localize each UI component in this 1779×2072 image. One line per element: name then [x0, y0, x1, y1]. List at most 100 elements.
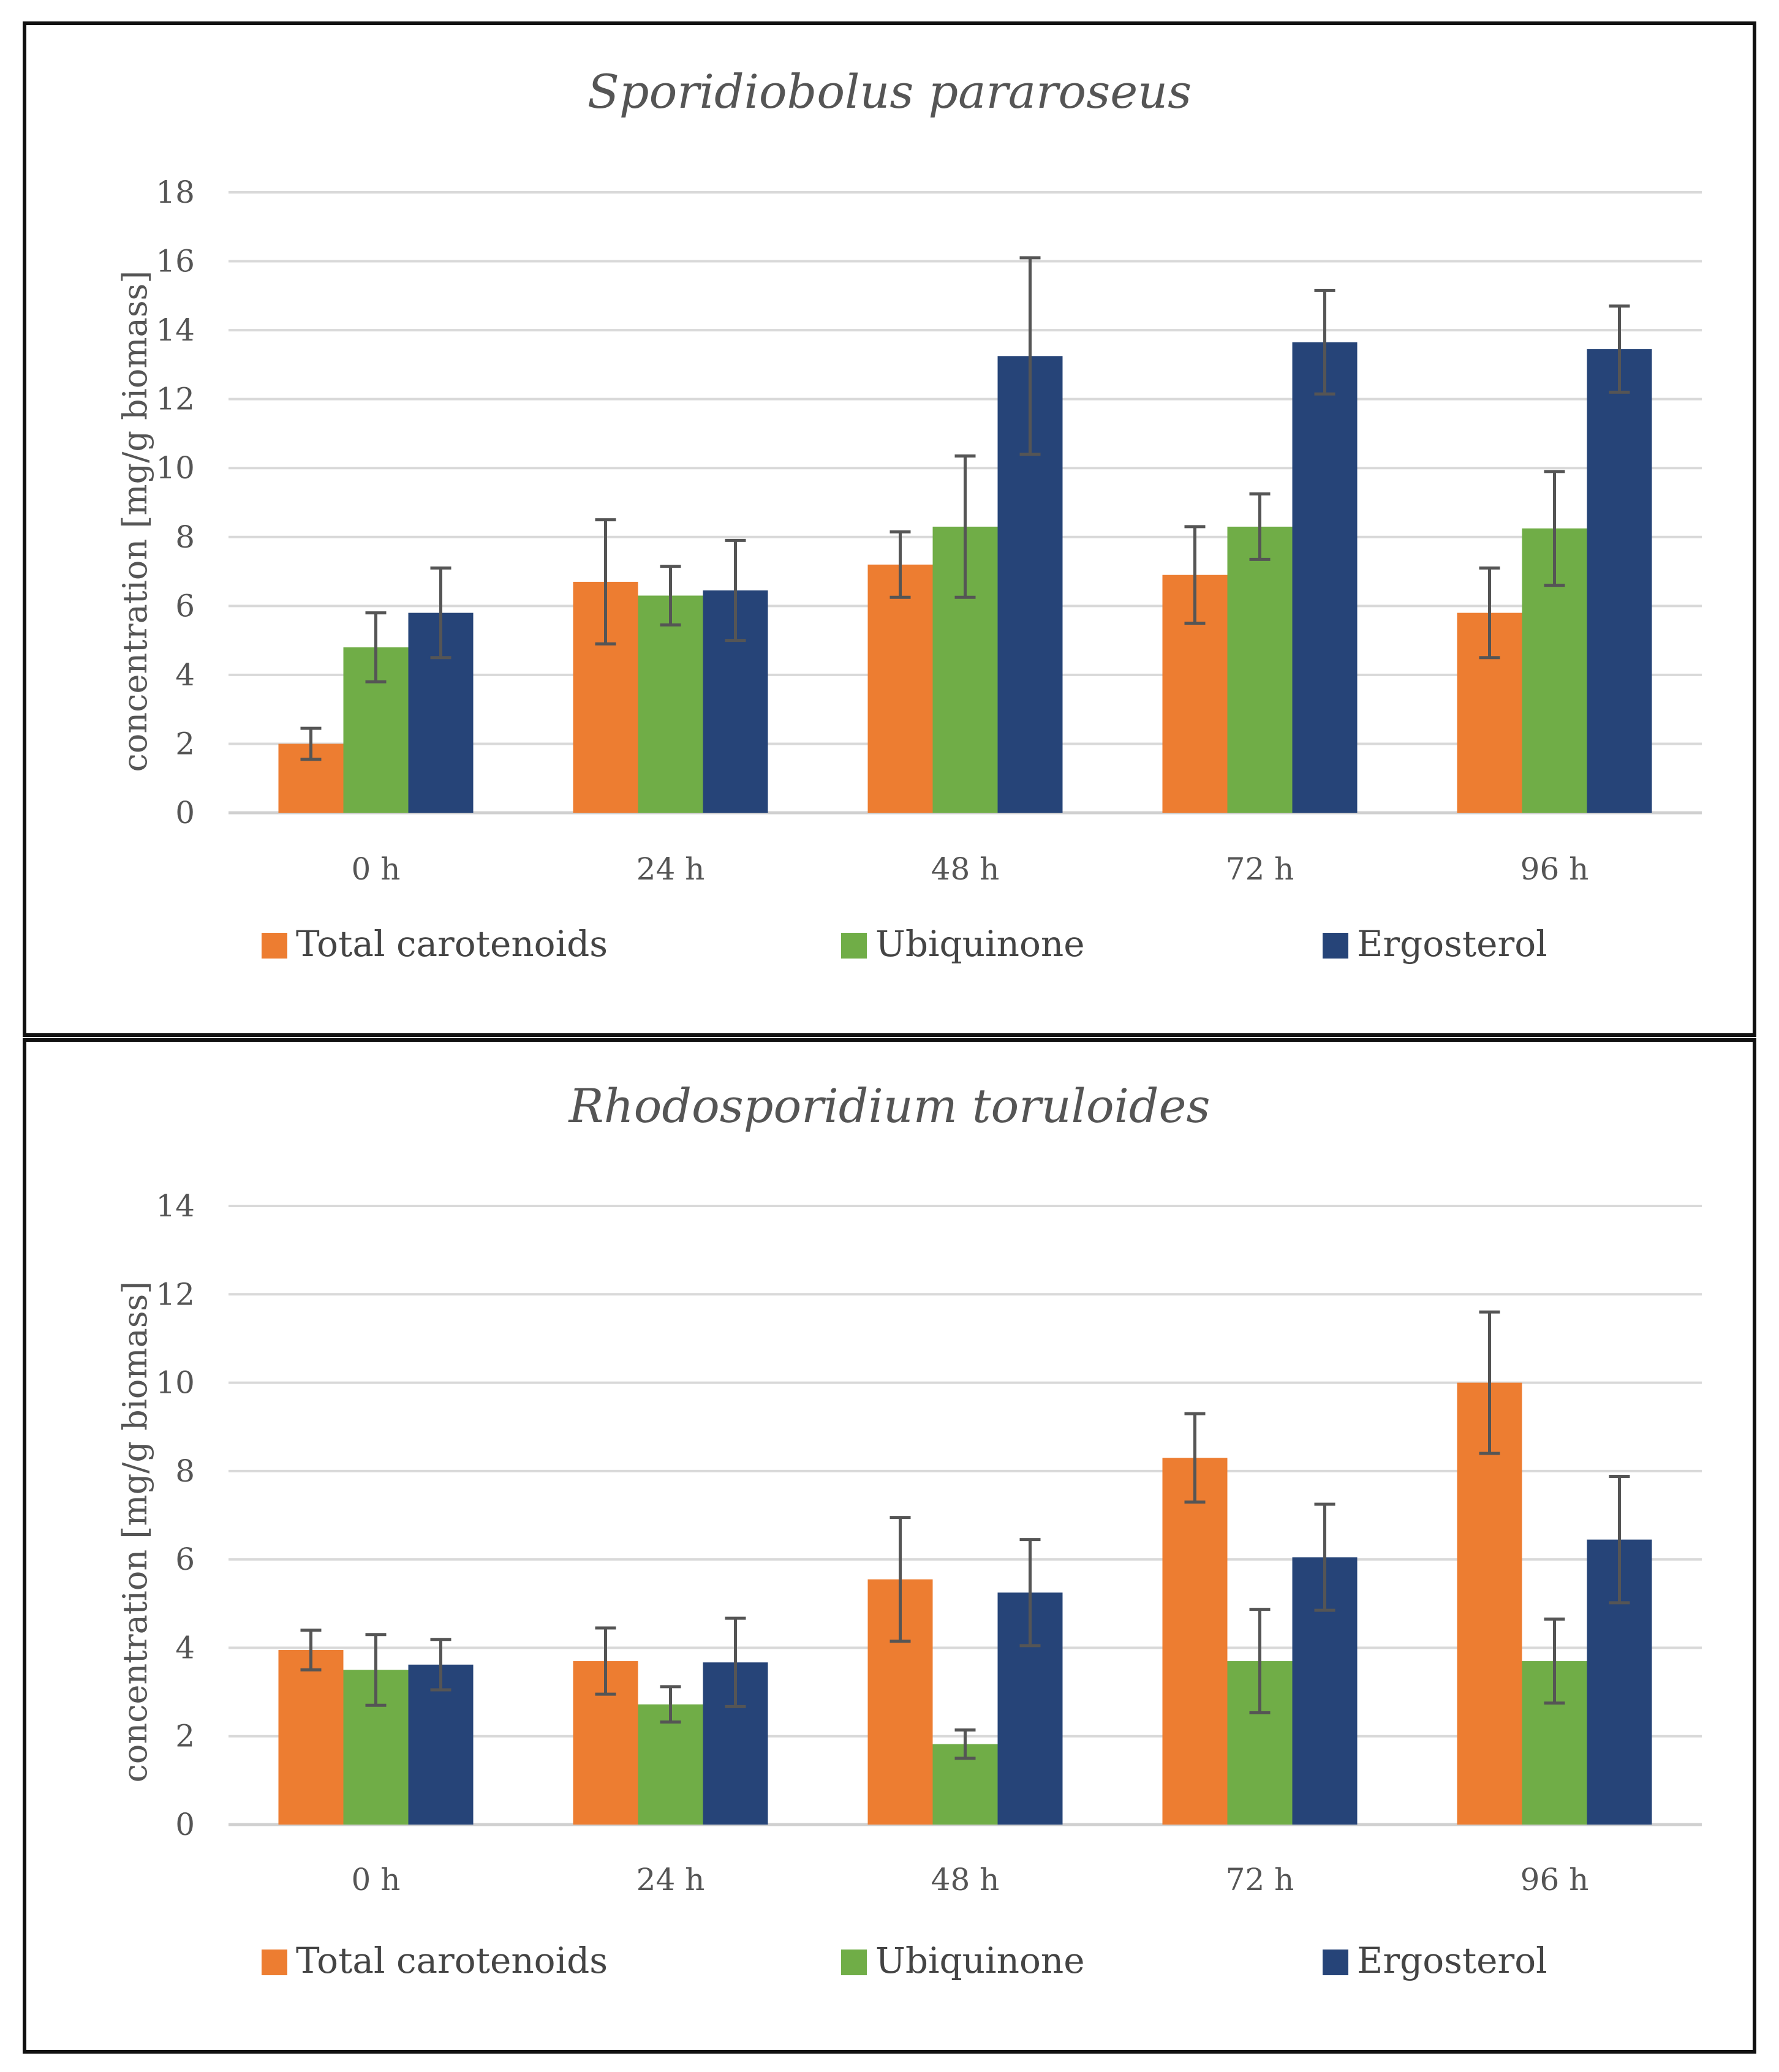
legend-item: Total carotenoids — [262, 923, 608, 965]
error-bar — [595, 1626, 616, 1696]
y-tick-label: 10 — [156, 450, 195, 486]
error-bar — [890, 1516, 911, 1643]
error-bar — [660, 565, 681, 627]
error-bar — [1019, 256, 1041, 456]
y-tick-label: 2 — [175, 1719, 195, 1754]
chart-svg-sporidiobolus: Sporidiobolus pararoseus 0 2 4 6 8 10 12 14 16 18… — [116, 64, 1702, 965]
error-bar — [300, 1629, 322, 1671]
error-bar — [1544, 1618, 1565, 1705]
x-tick-label: 48 h — [931, 851, 1000, 887]
bar — [638, 595, 703, 813]
error-bar — [890, 530, 911, 599]
y-axis-label: concentration [mg/g biomass] — [116, 1281, 154, 1783]
y-tick-label: 2 — [175, 726, 195, 761]
error-bar — [1609, 304, 1630, 394]
legend-label: Ergosterol — [1357, 1940, 1547, 1981]
legend-label: Total carotenoids — [296, 923, 608, 965]
y-tick-label: 18 — [156, 175, 195, 210]
y-tick-label: 14 — [156, 312, 195, 348]
error-bar — [1184, 525, 1206, 625]
chart-title: Rhodosporidium toruloides — [567, 1079, 1210, 1133]
error-bar — [1544, 470, 1565, 587]
error-bar — [365, 1633, 387, 1707]
x-tick-label: 0 h — [352, 851, 401, 887]
bar — [1162, 1458, 1228, 1825]
legend-swatch — [262, 933, 287, 959]
chart-title: Sporidiobolus pararoseus — [587, 64, 1192, 119]
chart-panel-sporidiobolus: Sporidiobolus pararoseus 0 2 4 6 8 10 12 14 16 18… — [23, 21, 1756, 1037]
legend-label: Ubiquinone — [875, 923, 1085, 965]
y-tick-label: 6 — [175, 588, 195, 623]
y-tick-labels: 0 2 4 6 8 10 12 14 — [156, 1188, 195, 1842]
error-bar — [725, 1616, 746, 1708]
y-tick-label: 4 — [175, 1630, 195, 1665]
x-tick-label: 72 h — [1226, 1862, 1294, 1897]
chart-panel-rhodosporidium: Rhodosporidium toruloides 0 2 4 6 8 10 12 14 0 … — [23, 1038, 1756, 2054]
error-bar — [1314, 1502, 1335, 1612]
y-tick-label: 6 — [175, 1542, 195, 1577]
error-bar — [1184, 1412, 1206, 1504]
y-axis-label: concentration [mg/g biomass] — [116, 271, 154, 772]
error-bar — [954, 454, 976, 599]
legend-item: Ubiquinone — [841, 923, 1085, 965]
bar — [638, 1704, 703, 1825]
legend-item: Total carotenoids — [262, 1940, 608, 1981]
error-bar — [365, 611, 387, 684]
error-bar — [430, 1638, 451, 1692]
legend-swatch — [1323, 933, 1348, 959]
bar — [1587, 349, 1652, 813]
y-tick-labels: 0 2 4 6 8 10 12 14 16 18 — [156, 175, 195, 831]
error-bars — [300, 256, 1630, 761]
bar — [1227, 526, 1293, 813]
legend-swatch — [841, 933, 867, 959]
legend-label: Ergosterol — [1357, 923, 1547, 965]
error-bar — [1019, 1538, 1041, 1648]
x-tick-label: 48 h — [931, 1862, 1000, 1897]
legend-item: Ergosterol — [1323, 923, 1547, 965]
chart-svg-rhodosporidium: Rhodosporidium toruloides 0 2 4 6 8 10 12 14 0 … — [116, 1079, 1702, 1981]
bars — [278, 342, 1652, 813]
legend-swatch — [262, 1950, 287, 1975]
error-bar — [1314, 288, 1335, 396]
x-tick-label: 24 h — [636, 1862, 705, 1897]
error-bar — [1609, 1475, 1630, 1605]
x-tick-label: 96 h — [1520, 851, 1589, 887]
x-tick-label: 72 h — [1226, 851, 1294, 887]
y-tick-label: 0 — [175, 795, 195, 831]
legend-swatch — [1323, 1950, 1348, 1975]
bar — [1457, 1382, 1522, 1825]
error-bar — [1249, 492, 1271, 561]
error-bar — [300, 726, 322, 761]
error-bar — [430, 566, 451, 660]
legend-item: Ubiquinone — [841, 1940, 1085, 1981]
y-tick-label: 16 — [156, 244, 195, 279]
y-tick-label: 4 — [175, 657, 195, 693]
error-bar — [1479, 1310, 1500, 1455]
legend-item: Ergosterol — [1323, 1940, 1547, 1981]
error-bar — [1479, 566, 1500, 660]
y-tick-label: 0 — [175, 1807, 195, 1842]
x-tick-label: 96 h — [1520, 1862, 1589, 1897]
x-tick-labels: 0 h 24 h 48 h 72 h 96 h — [352, 851, 1589, 887]
y-tick-label: 12 — [156, 1276, 195, 1312]
x-tick-label: 0 h — [352, 1862, 401, 1897]
y-tick-label: 8 — [175, 1453, 195, 1489]
legend-label: Total carotenoids — [296, 1940, 608, 1981]
y-tick-label: 12 — [156, 382, 195, 417]
x-tick-label: 24 h — [636, 851, 705, 887]
y-tick-label: 8 — [175, 519, 195, 555]
error-bar — [660, 1685, 681, 1724]
bar — [278, 1650, 344, 1825]
bar — [867, 564, 933, 813]
legend-label: Ubiquinone — [875, 1940, 1085, 1981]
bar — [1292, 342, 1358, 813]
y-tick-label: 10 — [156, 1365, 195, 1401]
error-bars — [300, 1310, 1630, 1760]
error-bar — [725, 538, 746, 642]
error-bar — [1249, 1608, 1271, 1714]
y-tick-label: 14 — [156, 1188, 195, 1224]
x-tick-labels: 0 h 24 h 48 h 72 h 96 h — [352, 1862, 1589, 1897]
error-bar — [595, 518, 616, 646]
legend: Total carotenoids Ubiquinone Ergosterol — [262, 1940, 1547, 1981]
error-bar — [954, 1728, 976, 1760]
